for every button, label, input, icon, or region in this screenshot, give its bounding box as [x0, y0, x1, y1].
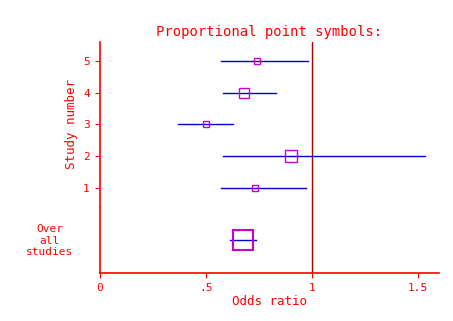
- Text: Over
all
studies: Over all studies: [26, 224, 73, 257]
- Title: Proportional point symbols:: Proportional point symbols:: [156, 25, 383, 39]
- X-axis label: Odds ratio: Odds ratio: [232, 295, 307, 308]
- Y-axis label: Study number: Study number: [65, 79, 77, 169]
